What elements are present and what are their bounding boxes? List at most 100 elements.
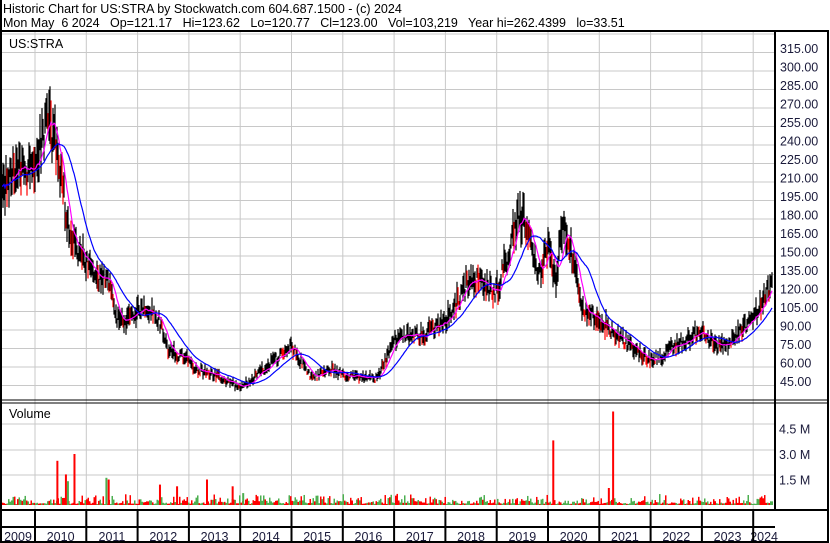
- volume-bar: [75, 503, 77, 505]
- volume-bar: [44, 503, 46, 505]
- volume-bar: [491, 503, 493, 505]
- volume-bar: [200, 503, 202, 505]
- volume-bar: [720, 502, 722, 505]
- volume-bar: [116, 502, 118, 505]
- volume-bar: [132, 503, 134, 505]
- volume-bar: [525, 500, 527, 505]
- volume-bar: [296, 499, 298, 505]
- volume-bar: [102, 496, 104, 505]
- volume-bar: [483, 495, 485, 505]
- volume-bar: [348, 503, 350, 505]
- volume-bar: [528, 501, 530, 505]
- volume-spike-bar: [56, 460, 59, 505]
- volume-spike-bar: [73, 454, 76, 505]
- volume-bar: [267, 502, 269, 505]
- volume-bar: [753, 503, 755, 505]
- volume-bar: [617, 503, 619, 505]
- volume-bar: [144, 502, 146, 505]
- volume-bar: [135, 503, 137, 505]
- volume-bar: [690, 503, 692, 505]
- volume-bar: [318, 503, 320, 505]
- volume-bar: [570, 503, 572, 505]
- volume-bar: [561, 503, 563, 505]
- volume-bar: [545, 501, 547, 505]
- volume-bar: [749, 502, 751, 505]
- volume-bar: [300, 496, 302, 505]
- volume-bar: [558, 501, 560, 505]
- volume-bar: [530, 498, 532, 505]
- volume-bar: [282, 503, 284, 505]
- volume-bar: [542, 498, 544, 505]
- volume-bar: [302, 500, 304, 505]
- volume-bar: [704, 498, 706, 505]
- header-title: Historic Chart for US:STRA by Stockwatch…: [3, 2, 402, 16]
- volume-bar: [335, 502, 337, 505]
- volume-bar: [407, 501, 409, 505]
- volume-bar: [369, 502, 371, 505]
- price-tick-label: 255.00: [780, 116, 818, 130]
- volume-bar: [35, 503, 37, 505]
- volume-bar: [227, 498, 229, 505]
- volume-bar: [504, 498, 506, 505]
- price-tick-label: 240.00: [780, 134, 818, 148]
- volume-bar: [560, 502, 562, 505]
- volume-bar: [261, 500, 263, 505]
- volume-bar: [21, 500, 23, 505]
- volume-bar: [137, 503, 139, 505]
- volume-bar: [186, 497, 188, 505]
- volume-bar: [336, 500, 338, 505]
- volume-bar: [564, 500, 566, 505]
- volume-bar: [512, 498, 514, 505]
- volume-bar: [410, 494, 412, 505]
- volume-bar: [516, 498, 518, 505]
- volume-bar: [581, 498, 583, 505]
- price-tick-label: 150.00: [780, 245, 818, 259]
- volume-spike-bar: [176, 486, 179, 505]
- grid-lines: [2, 31, 775, 510]
- volume-bar: [30, 500, 32, 505]
- volume-tick-label: 3.0 M: [779, 448, 810, 462]
- volume-bar: [771, 501, 773, 505]
- volume-bar: [758, 499, 760, 505]
- volume-bar: [521, 499, 523, 505]
- volume-bar: [158, 500, 160, 505]
- year-axis: 2009 2010 2011 2012 2013 2014 2015 2016 2017 2018…: [4, 510, 778, 543]
- volume-bar: [152, 502, 154, 505]
- volume-bar: [140, 499, 142, 505]
- volume-bar: [630, 498, 632, 505]
- volume-bar: [312, 498, 314, 505]
- volume-bar: [212, 499, 214, 505]
- volume-bar: [611, 499, 613, 505]
- year-tick-label: 2012: [149, 530, 177, 543]
- volume-bar: [363, 503, 365, 505]
- volume-bar: [381, 502, 383, 505]
- price-bars: [1, 86, 773, 392]
- volume-bar: [657, 502, 659, 505]
- volume-bar: [458, 503, 460, 505]
- volume-bar: [431, 502, 433, 505]
- volume-bar: [522, 500, 524, 505]
- volume-bar: [17, 499, 19, 505]
- volume-bar: [674, 502, 676, 505]
- volume-bar: [743, 500, 745, 505]
- volume-bar: [380, 498, 382, 505]
- volume-bar: [579, 502, 581, 505]
- volume-bar: [437, 503, 439, 505]
- volume-bar: [309, 498, 311, 505]
- volume-bar: [539, 503, 541, 505]
- volume-bar: [672, 502, 674, 505]
- volume-bar: [270, 501, 272, 505]
- volume-bar: [29, 503, 31, 505]
- volume-bar: [141, 501, 143, 505]
- volume-bar: [83, 503, 85, 505]
- volume-bar: [746, 501, 748, 505]
- volume-bar: [23, 499, 25, 505]
- volume-bar: [624, 503, 626, 505]
- volume-bar: [39, 503, 41, 505]
- volume-bar: [287, 503, 289, 505]
- volume-bar: [732, 499, 734, 505]
- volume-bar: [240, 502, 242, 505]
- volume-tick-label: 4.5 M: [779, 423, 810, 437]
- volume-bar: [687, 500, 689, 505]
